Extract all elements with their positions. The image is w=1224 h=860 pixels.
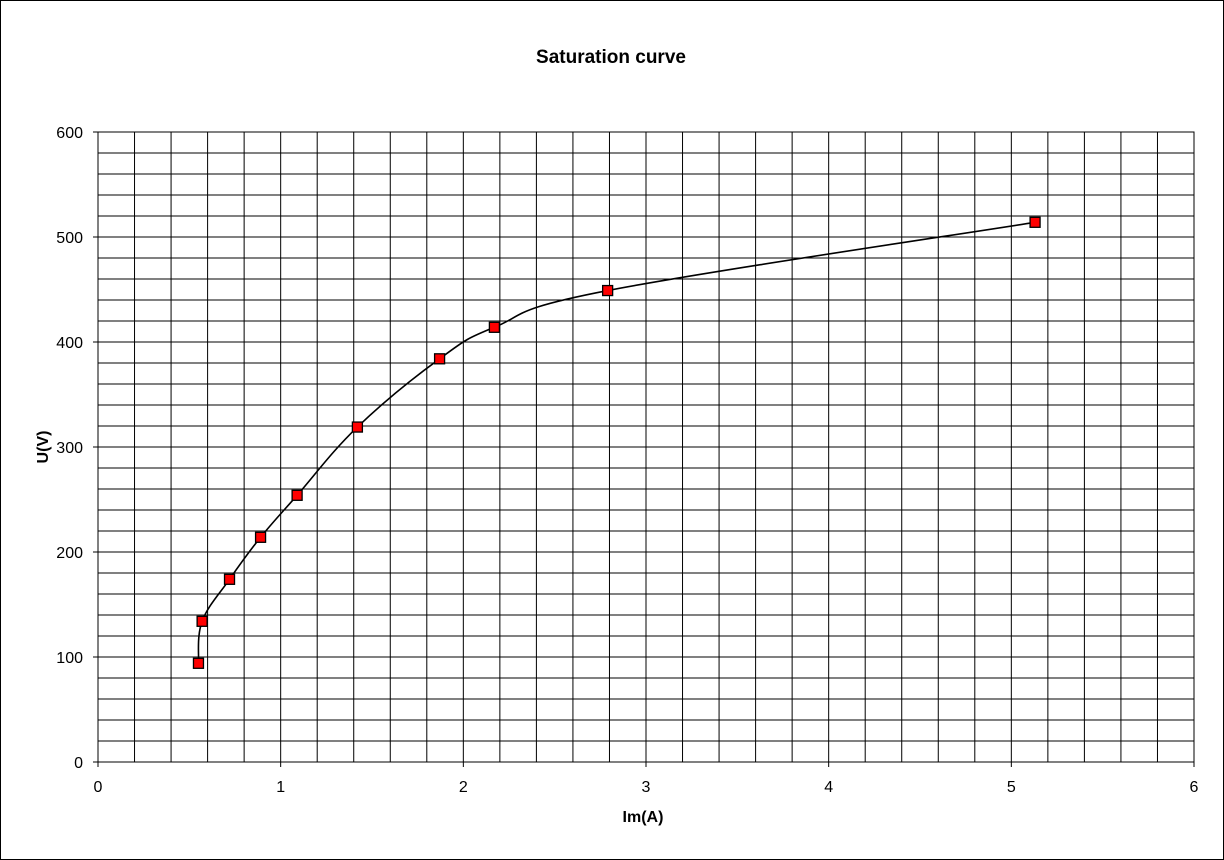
y-axis-title: U(V) — [35, 431, 52, 464]
data-point-marker — [351, 421, 364, 433]
data-series — [192, 216, 1041, 669]
x-tick-label: 3 — [642, 779, 651, 796]
y-tick-label: 100 — [56, 650, 83, 667]
y-tick-label: 300 — [56, 440, 83, 457]
y-tick-label: 500 — [56, 230, 83, 247]
data-point-marker — [1029, 216, 1041, 228]
x-tick-label: 4 — [824, 779, 833, 796]
chart-title: Saturation curve — [536, 47, 686, 68]
data-point-marker — [433, 353, 446, 365]
x-axis-title: Im(A) — [623, 809, 664, 826]
data-point-marker — [601, 284, 614, 297]
data-point-marker — [192, 657, 205, 669]
x-tick-label: 6 — [1190, 779, 1199, 796]
y-tick-label: 0 — [74, 755, 83, 772]
data-point-marker — [254, 531, 267, 543]
y-tick-label: 400 — [56, 335, 83, 352]
data-point-marker — [196, 615, 208, 627]
plot-area: 0 1 2 3 4 5 6 0 100 200 300 400 500 600 — [56, 125, 1198, 796]
x-tick-label: 5 — [1007, 779, 1016, 796]
x-tick-label: 1 — [276, 779, 285, 796]
x-tick-label: 2 — [459, 779, 468, 796]
data-point-marker — [291, 489, 303, 501]
y-tick-label: 600 — [56, 125, 83, 142]
y-tick-label: 200 — [56, 545, 83, 562]
x-tick-label: 0 — [94, 779, 103, 796]
axes: 0 1 2 3 4 5 6 0 100 200 300 400 500 600 — [56, 125, 1198, 796]
data-point-marker — [223, 573, 236, 585]
gridlines — [98, 132, 1194, 762]
data-point-marker — [488, 321, 501, 333]
